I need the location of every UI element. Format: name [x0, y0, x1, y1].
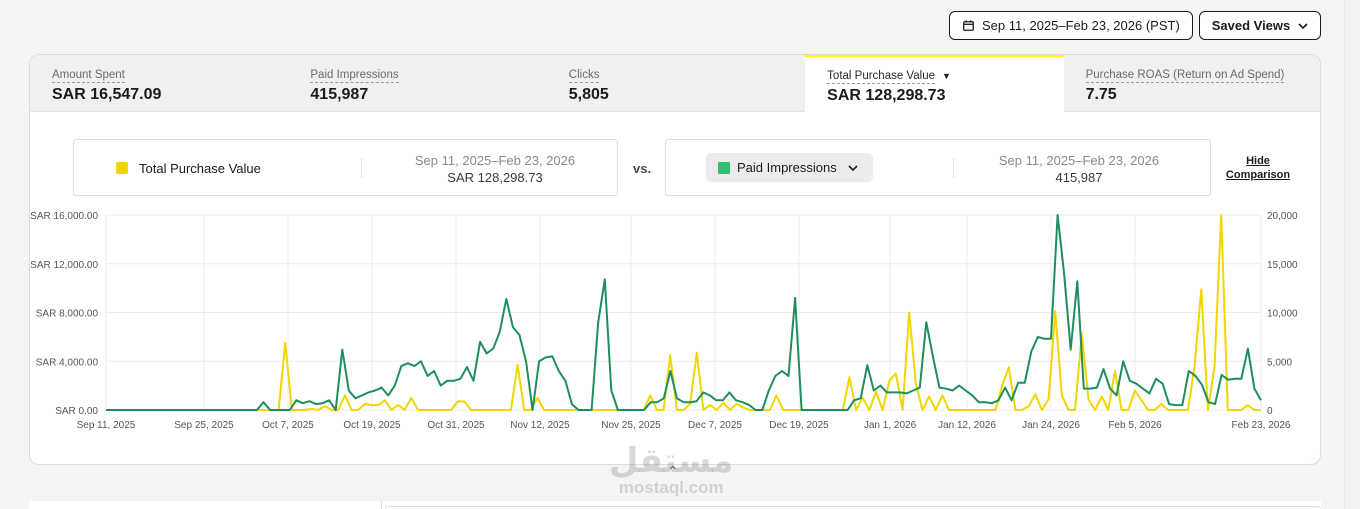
x-tick-label: Jan 24, 2026	[1022, 420, 1080, 431]
metric-value: 7.75	[1085, 86, 1117, 103]
metric-label: Purchase ROAS (Return on Ad Spend)	[1085, 69, 1285, 83]
x-tick-label: Nov 25, 2025	[601, 420, 661, 431]
primary-date-range: Sep 11, 2025–Feb 23, 2026	[414, 153, 576, 168]
divider	[361, 158, 362, 178]
top-bar: Sep 11, 2025–Feb 23, 2026 (PST) Saved Vi…	[0, 0, 1344, 52]
metric-label: Amount Spent	[52, 69, 125, 83]
y-left-tick-label: SAR 12,000.00	[30, 260, 98, 271]
comparison-metric-select[interactable]: Paid Impressions	[706, 153, 873, 182]
date-range-button[interactable]: Sep 11, 2025–Feb 23, 2026 (PST)	[949, 11, 1193, 40]
watermark-logo: مستقل mostaql.com	[609, 441, 734, 497]
y-right-tick-label: 15,000	[1267, 260, 1298, 271]
secondary-date-range: Sep 11, 2025–Feb 23, 2026	[998, 153, 1160, 168]
chevron-down-icon	[1298, 22, 1308, 29]
dual-axis-line-chart: SAR 0.00 0 SAR 4,000.00 5,000 SAR 8,000.00 10…	[30, 211, 1298, 431]
y-right-tick-label: 20,000	[1267, 211, 1298, 222]
x-tick-label: Nov 12, 2025	[510, 420, 570, 431]
saved-views-label: Saved Views	[1211, 18, 1291, 33]
x-tick-label: Oct 19, 2025	[343, 420, 401, 431]
y-right-tick-label: 0	[1267, 406, 1273, 417]
y-left-tick-label: SAR 8,000.00	[36, 309, 99, 320]
x-tick-label: Feb 5, 2026	[1108, 420, 1162, 431]
y-left-tick-label: SAR 16,000.00	[30, 211, 98, 222]
performance-card: Amount Spent SAR 16,547.09 Paid Impressi…	[29, 54, 1321, 465]
x-tick-label: Sep 11, 2025	[77, 420, 136, 431]
hide-comparison-line1: Hide	[1246, 155, 1270, 167]
hide-comparison-line2: Comparison	[1225, 169, 1291, 181]
vs-label: vs.	[633, 161, 652, 176]
metric-value: 415,987	[310, 86, 369, 103]
secondary-metric-box: Paid Impressions Sep 11, 2025–Feb 23, 20…	[665, 139, 1211, 196]
primary-total: SAR 128,298.73	[447, 170, 543, 185]
metric-tab-paid-impressions[interactable]: Paid Impressions 415,987	[288, 55, 546, 112]
primary-legend-swatch	[116, 162, 128, 174]
metric-label: Paid Impressions	[310, 69, 399, 83]
metric-label: Total Purchase Value	[827, 70, 935, 84]
collapse-chevron-icon[interactable]: ⌃	[667, 463, 679, 479]
y-left-tick-label: SAR 0.00	[55, 406, 98, 417]
primary-metric-box: Total Purchase Value Sep 11, 2025–Feb 23…	[73, 139, 618, 196]
series-line-total-purchase-value	[106, 214, 1261, 411]
y-left-tick-label: SAR 4,000.00	[36, 357, 99, 368]
x-tick-label: Oct 7, 2025	[262, 420, 314, 431]
chevron-down-icon	[848, 164, 858, 171]
scrollbar-thumb[interactable]	[1348, 0, 1357, 300]
x-tick-label: Dec 19, 2025	[769, 420, 829, 431]
caret-down-icon[interactable]: ▼	[942, 71, 951, 81]
calendar-icon	[963, 20, 974, 31]
y-right-tick-label: 5,000	[1267, 357, 1292, 368]
metric-tab-purchase-roas[interactable]: Purchase ROAS (Return on Ad Spend) 7.75	[1064, 55, 1320, 112]
x-tick-label: Feb 23, 2026	[1232, 420, 1291, 431]
secondary-total: 415,987	[1055, 170, 1103, 185]
x-tick-label: Jan 1, 2026	[864, 420, 917, 431]
date-range-label: Sep 11, 2025–Feb 23, 2026 (PST)	[982, 18, 1180, 33]
bottom-panels	[29, 501, 1321, 509]
divider	[953, 158, 954, 178]
x-tick-label: Jan 12, 2026	[938, 420, 996, 431]
metric-tab-total-purchase-value[interactable]: Total Purchase Value ▼ SAR 128,298.73	[805, 55, 1064, 112]
series-line-paid-impressions	[106, 214, 1262, 411]
secondary-metric-name: Paid Impressions	[737, 160, 837, 175]
x-tick-label: Oct 31, 2025	[427, 420, 485, 431]
primary-metric-name: Total Purchase Value	[139, 161, 261, 176]
metric-label: Clicks	[568, 69, 600, 83]
x-tick-label: Dec 7, 2025	[688, 420, 742, 431]
metric-tabs: Amount Spent SAR 16,547.09 Paid Impressi…	[30, 55, 1320, 112]
metric-tab-clicks[interactable]: Clicks 5,805	[547, 55, 805, 112]
metric-tab-amount-spent[interactable]: Amount Spent SAR 16,547.09	[30, 55, 288, 112]
saved-views-button[interactable]: Saved Views	[1199, 11, 1321, 40]
metric-value: SAR 128,298.73	[827, 87, 946, 104]
divider	[381, 501, 382, 509]
scrollbar[interactable]	[1344, 0, 1360, 509]
bottom-panel	[385, 506, 1321, 509]
metric-value: 5,805	[568, 86, 609, 103]
hide-comparison-link[interactable]: Hide Comparison	[1222, 154, 1294, 182]
metric-value: SAR 16,547.09	[52, 86, 162, 103]
y-right-tick-label: 10,000	[1267, 309, 1298, 320]
x-tick-label: Sep 25, 2025	[174, 420, 234, 431]
secondary-legend-swatch	[718, 161, 730, 174]
